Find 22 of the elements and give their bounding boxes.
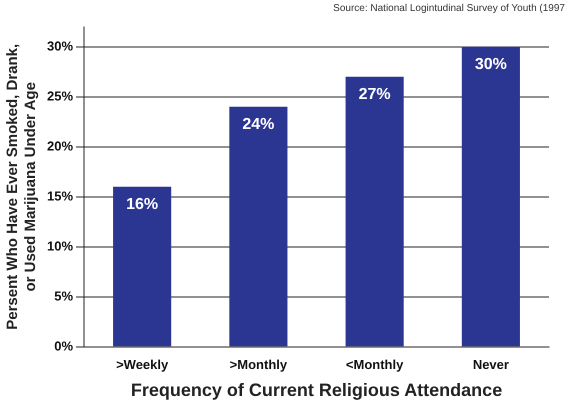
data-label: 16% bbox=[126, 196, 158, 214]
bar bbox=[346, 76, 404, 346]
y-tick-label: 5% bbox=[54, 288, 74, 304]
y-tick-label: 20% bbox=[46, 138, 74, 154]
y-tick-label: 30% bbox=[46, 38, 74, 54]
x-tick-label: Never bbox=[472, 357, 509, 372]
x-tick-label: <Monthly bbox=[346, 357, 404, 372]
x-axis-title: Frequency of Current Religious Attendance bbox=[130, 380, 502, 400]
bar bbox=[113, 186, 172, 346]
y-tick-label: 15% bbox=[46, 188, 74, 204]
data-label: 27% bbox=[358, 86, 391, 104]
x-tick-label: >Weekly bbox=[116, 357, 169, 372]
data-label: 30% bbox=[474, 56, 507, 74]
y-axis-title: Persent Who Have Ever Smoked, Drank, or Used Marijuana Under Age bbox=[4, 44, 40, 330]
y-tick-label: 25% bbox=[46, 88, 74, 104]
bar bbox=[462, 46, 520, 346]
source-note: Source: National Logintudinal Survey of Youth (1997 bbox=[333, 3, 565, 14]
y-tick-label: 0% bbox=[54, 338, 74, 354]
x-tick-label: >Monthly bbox=[230, 357, 288, 372]
y-tick-label: 10% bbox=[46, 238, 74, 254]
bar bbox=[229, 106, 288, 346]
data-label: 24% bbox=[242, 116, 274, 134]
